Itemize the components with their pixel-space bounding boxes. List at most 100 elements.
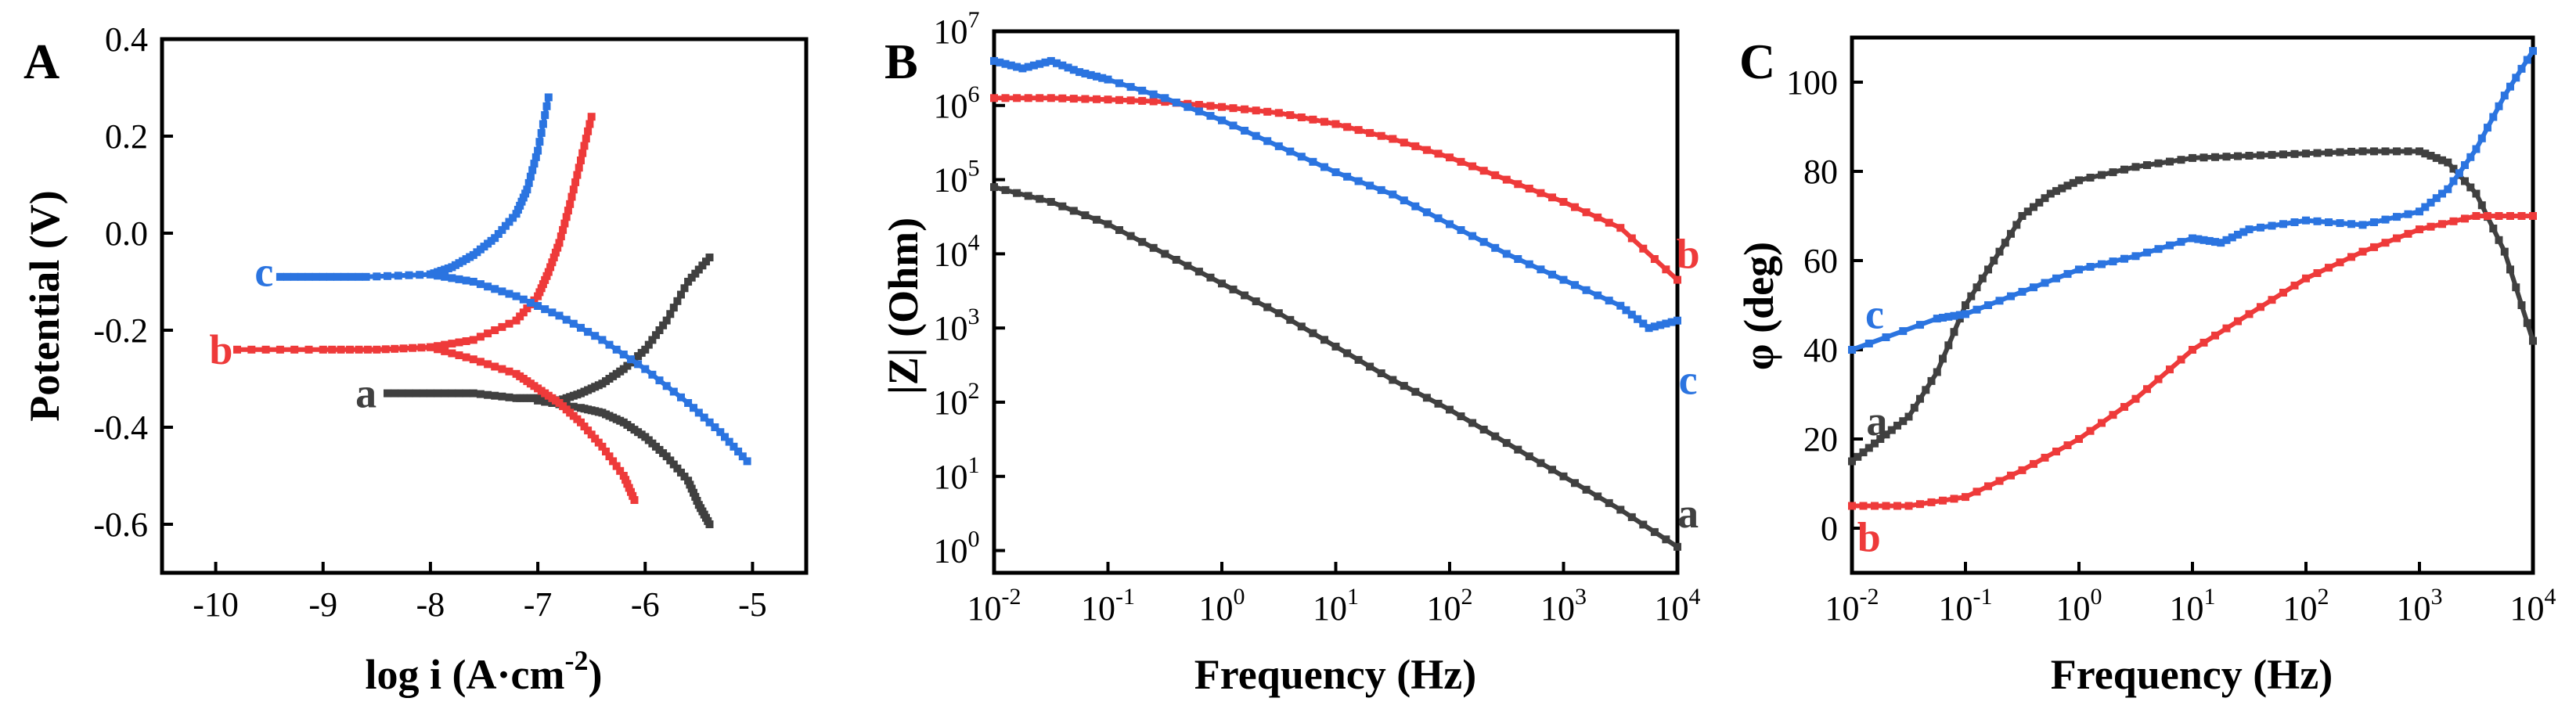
panel-b-series-c-point (1366, 182, 1374, 190)
panel-a-series-c-cathodic-point (548, 308, 557, 317)
panel-a-series-b-cathodic-line (430, 344, 637, 502)
panel-a-x-axis-label-sup: -2 (564, 645, 588, 676)
panel-b-x-tick-label-exp: 3 (1575, 584, 1587, 610)
panel-c-series-b-point (1995, 477, 2004, 485)
panel-b-series-c-point (1422, 208, 1431, 217)
panel-c-series-b-point (1916, 500, 1924, 509)
panel-b-series-c-point (1206, 112, 1215, 121)
panel-b-series-a-point (1229, 285, 1238, 293)
panel-a-series-a-point (691, 269, 700, 278)
panel-c-series-a-point (2325, 149, 2333, 157)
panel-b-series-b-point (1093, 95, 1101, 103)
panel-a-series-b-point (564, 207, 572, 215)
panel-a-series-c-cathodic-point (434, 272, 442, 280)
panel-b-series-b-point (1252, 106, 1260, 115)
panel-a-series-label-c: c (254, 249, 273, 296)
panel-b-series-c-point (1343, 172, 1352, 181)
panel-c-series-a-point (2177, 156, 2185, 164)
panel-c-series-c-point (2495, 102, 2503, 110)
panel-c-x-tick-label-base: 10 (2510, 589, 2545, 628)
panel-a-series-c-point (384, 272, 391, 280)
panel-a-series-b-point (560, 219, 569, 228)
panel-a-series-b-cathodic-point (434, 345, 442, 354)
panel-b-series-c-point (1571, 281, 1579, 290)
panel-c-series-c-point (1933, 315, 1941, 323)
panel-c-series-b-point (2279, 289, 2287, 297)
panel-b-x-tick-label-exp: -1 (1115, 584, 1135, 610)
panel-b-series-b-point (1594, 213, 1602, 221)
panel-c-series-c-point (2302, 216, 2310, 225)
panel-a-series-b-point (337, 345, 345, 354)
panel-b-series-a-point (1218, 279, 1226, 288)
panel-c-x-tick-label: 101 (2170, 584, 2216, 628)
panel-c-series-b-point (2529, 212, 2537, 220)
panel-b-x-tick-label-base: 10 (967, 589, 1002, 628)
panel-c-series-c-point (2313, 217, 2322, 225)
panel-a-series-b-cathodic-point (476, 358, 485, 366)
panel-c-series-c-point (2143, 248, 2151, 257)
panel-b-y-tick-label-base: 10 (934, 309, 968, 347)
panel-a-series-a-cathodic-point (690, 488, 697, 497)
panel-c-series-a-point (2506, 265, 2514, 274)
panel-b-series-a-point (1013, 189, 1021, 197)
panel-a-series-b-point (363, 345, 372, 354)
panel-c-series-a-point (2393, 147, 2401, 156)
panel-c-series-a-point (2432, 153, 2441, 162)
panel-c-series-a-point (1990, 257, 1998, 264)
panel-c-series-a-point (1922, 386, 1930, 394)
panel-a-series-b-point (519, 308, 528, 317)
panel-c-series-b-point (2426, 222, 2435, 231)
panel-c-series-b-point (2154, 375, 2163, 383)
panel-a-series-a-point (666, 310, 675, 318)
panel-a-series-c-point (513, 206, 522, 214)
panel-a-series-a-point (462, 389, 470, 398)
panel-c-series-b-point (2336, 258, 2344, 267)
panel-b-series-c-point (1514, 255, 1522, 263)
panel-b-series-b-point (1104, 95, 1112, 104)
panel-c-series-a-point (2075, 176, 2083, 185)
panel-a-series-c-cathodic-point (512, 292, 521, 300)
panel-a-series-b-cathodic-point (455, 351, 463, 359)
panel-c-series-c-point (2211, 238, 2219, 246)
panel-c-x-tick-label: 10-1 (1939, 584, 1993, 628)
panel-c-series-c-point (2506, 82, 2514, 91)
panel-a-x-tick-label: -7 (524, 585, 553, 624)
panel-c-series-c-point (2154, 245, 2163, 254)
panel-a-x-tick-label: -5 (738, 585, 767, 624)
panel-c-series-a-point (1864, 444, 1873, 452)
panel-b-series-b-point (1548, 193, 1556, 202)
panel-a-series-c-point (333, 272, 341, 281)
panel-b-series-c-point (1149, 90, 1158, 99)
panel-c-series-c-point (2484, 124, 2491, 132)
panel-a-series-c-point (523, 185, 531, 194)
panel-c-series-a-point (2489, 225, 2498, 232)
panel-a-series-b-point (505, 319, 513, 328)
panel-a-series-c-cathodic-point (584, 328, 593, 336)
panel-c-series-a-point (2069, 178, 2077, 187)
panel-c-series-a-point (1939, 354, 1947, 363)
panel-b-x-tick-label: 103 (1540, 584, 1587, 628)
panel-a-series-c-cathodic-point (705, 418, 714, 426)
panel-a-series-b-cathodic-point (491, 362, 499, 371)
panel-b-series-c-point (996, 58, 1004, 67)
panel-b-series-c-point (1377, 185, 1385, 194)
panel-a-axes: -10 -9 -8 -7 -6 -5 -0.6 -0.4 -0.2 0.0 0.2 0.4 (93, 20, 766, 624)
panel-a-series-b-point (484, 329, 492, 338)
panel-c-y-tick-label: 20 (1803, 420, 1838, 459)
panel-b-series-c-point (1331, 168, 1340, 177)
panel-b-series-a-point (1673, 542, 1681, 551)
panel-c-label: C (1739, 34, 1775, 89)
panel-a-series-a-point (448, 389, 456, 398)
panel-c-series-a-point (2063, 182, 2072, 190)
panel-c-series-b-point (2461, 214, 2469, 223)
panel-a-series-c-cathodic-point (469, 278, 477, 286)
panel-c-series-c-point (2416, 207, 2423, 216)
panel-a-series-c-cathodic-point (738, 452, 747, 461)
panel-a-series-b-point (491, 326, 499, 334)
panel-b-series-c-point (1297, 153, 1306, 161)
panel-b-series-a-point (1537, 459, 1545, 467)
panel-c-series-a-point (2086, 174, 2095, 182)
panel-b-series-b-point (1662, 265, 1670, 274)
panel-b-series-c-point (1650, 322, 1659, 331)
panel-b-series-b-point (1502, 175, 1511, 184)
